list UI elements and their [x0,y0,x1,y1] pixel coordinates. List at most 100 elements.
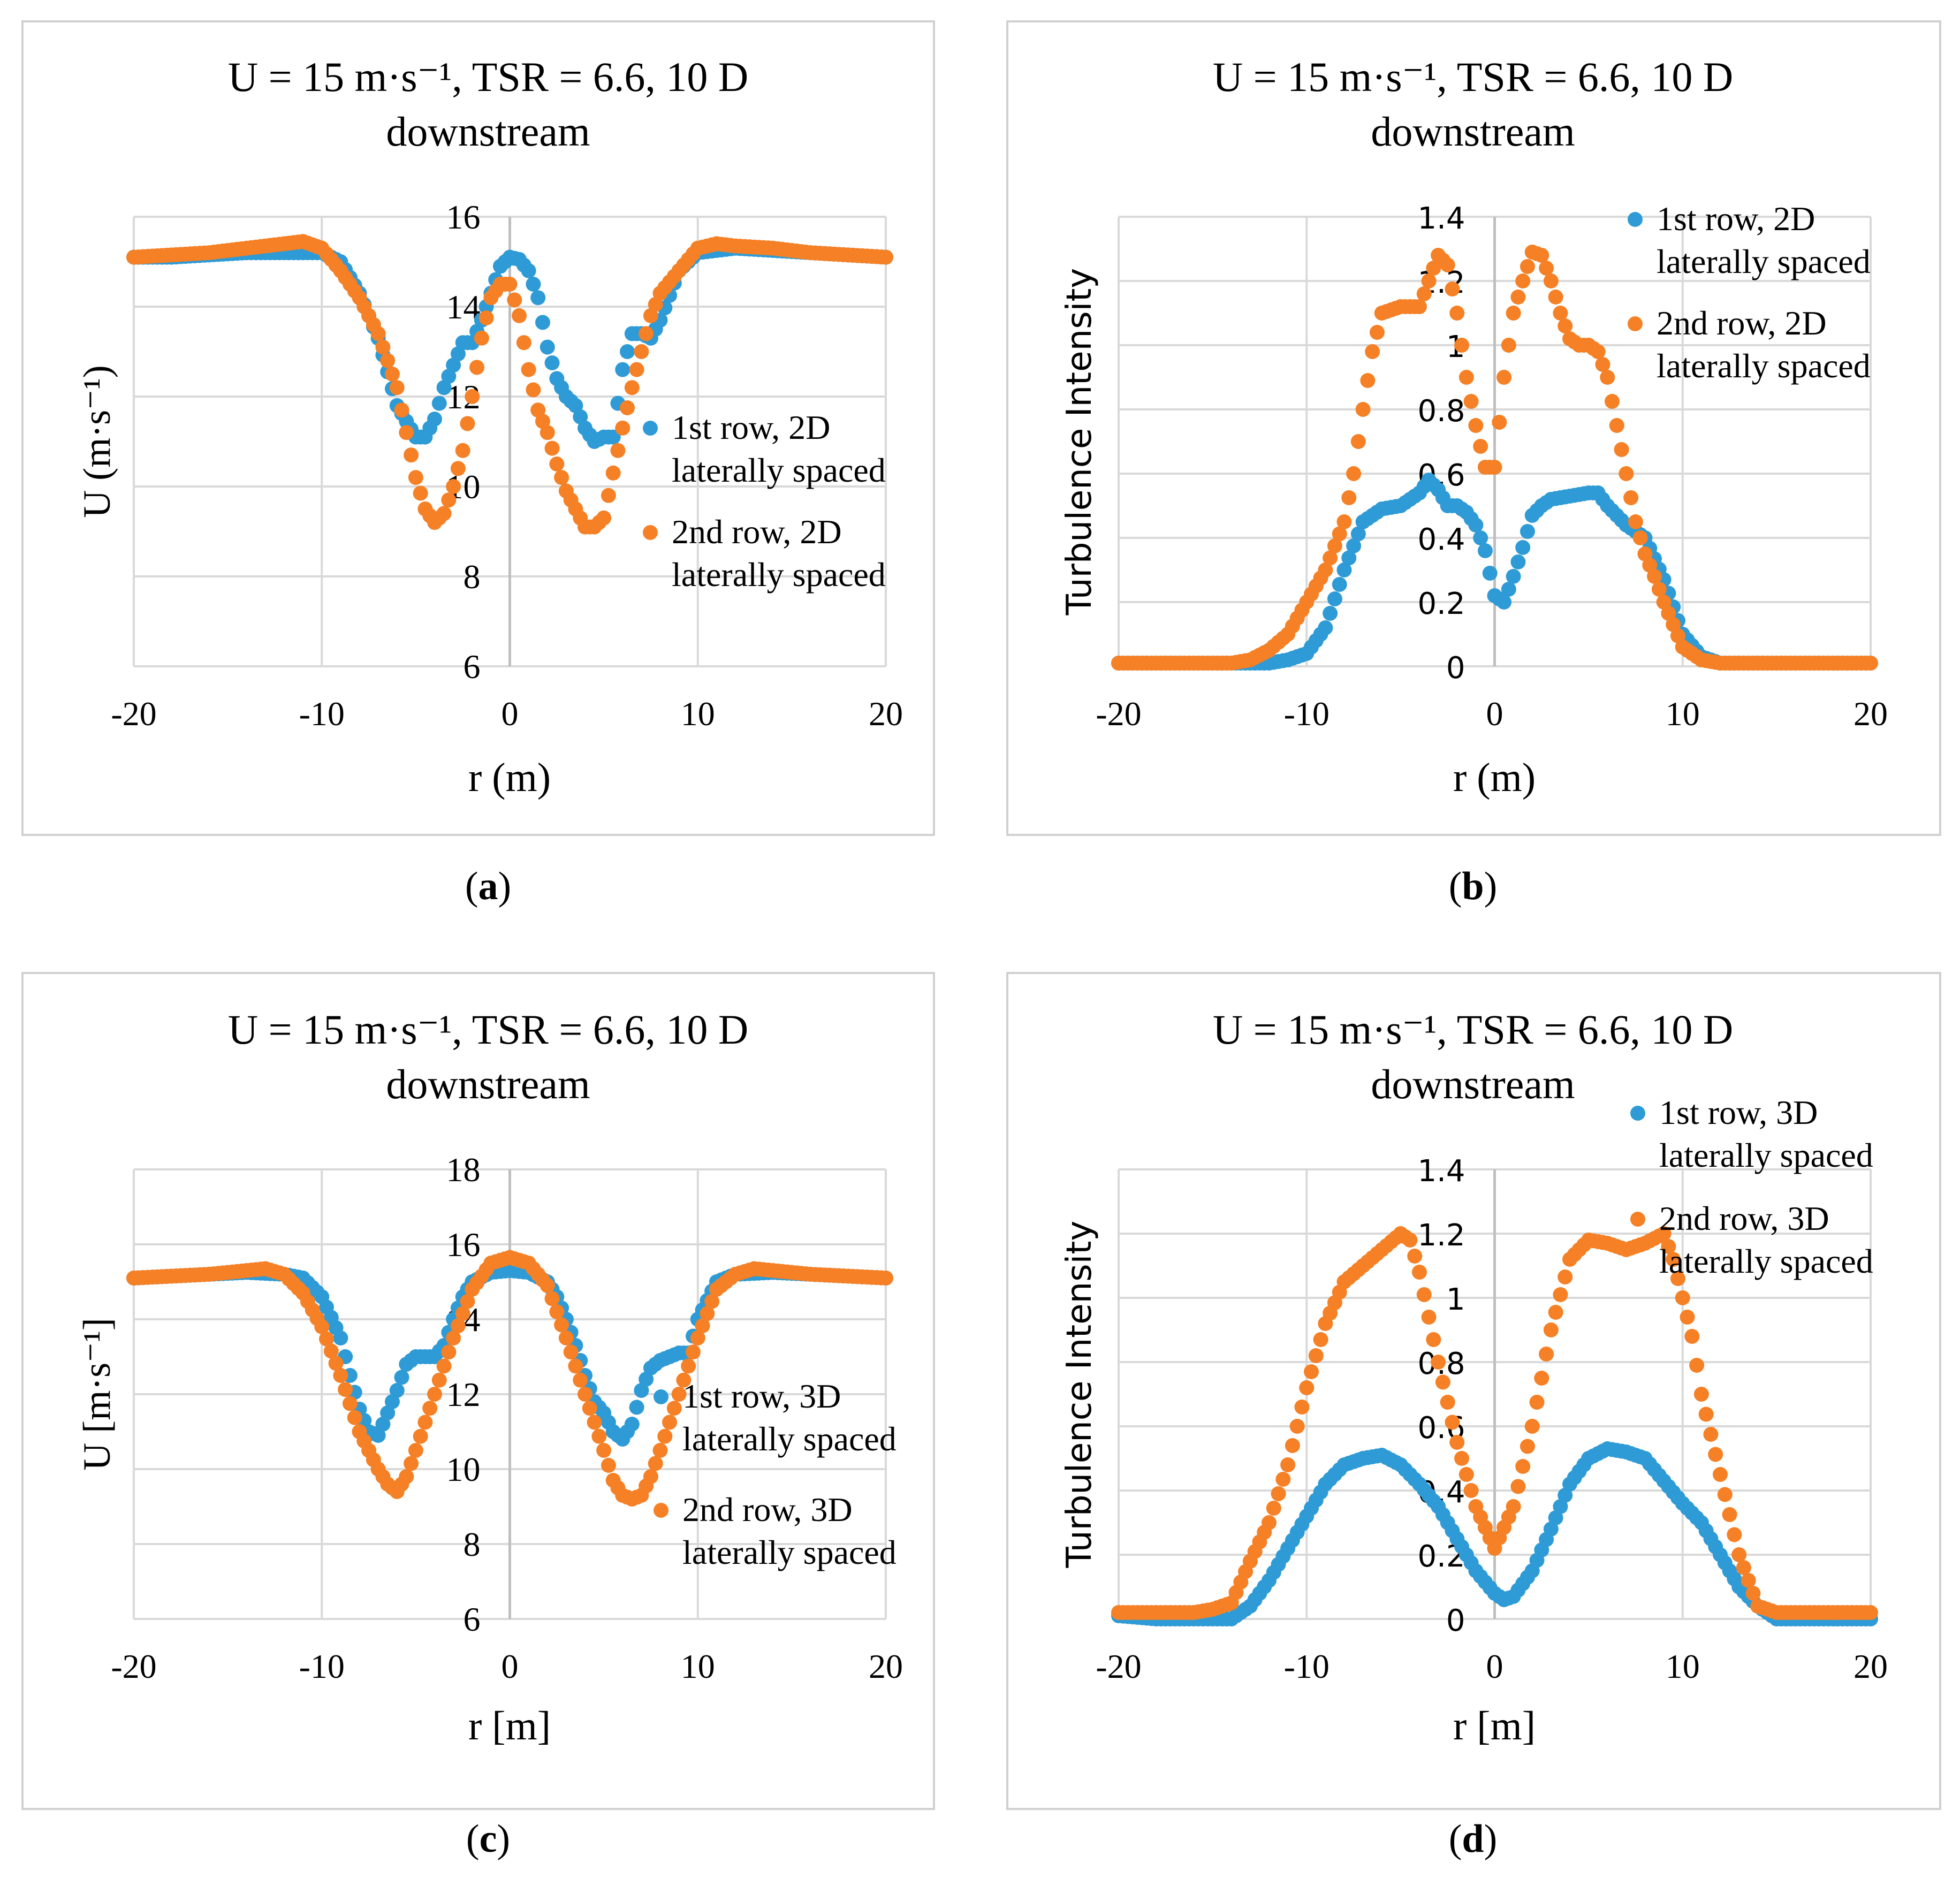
data-point [1524,1419,1540,1434]
data-point [1558,1488,1573,1503]
data-point [450,461,466,476]
data-point [1289,1419,1305,1434]
data-point [878,249,893,265]
data-point [1863,656,1878,671]
x-tick-label: -10 [299,695,345,733]
y-tick-label: 0.2 [1417,587,1465,621]
data-point [1548,1510,1563,1525]
data-point [1332,577,1347,592]
data-point [460,1294,475,1309]
x-tick-label: -10 [299,1647,345,1685]
data-point [1299,1380,1315,1395]
data-point [342,1396,358,1411]
legend-label-1-line2: laterally spaced [672,451,886,489]
data-point [624,1417,640,1432]
data-point [620,344,635,359]
y-tick-label: 6 [464,1600,481,1638]
data-point [427,1387,442,1402]
data-point [1539,261,1554,276]
x-tick-label: 0 [502,1647,519,1685]
data-point [441,492,457,508]
x-tick-label: -10 [1284,695,1330,733]
data-point [478,310,494,325]
data-point [1421,273,1437,288]
data-point [1510,554,1526,569]
data-point [1656,595,1672,610]
data-point [1266,1501,1281,1516]
legend-label-1: 1st row, 3D [1659,1093,1818,1131]
data-point [1468,418,1484,433]
data-point [1713,1467,1728,1482]
y-tick-label: 1.4 [1417,1154,1465,1189]
data-point [573,409,588,424]
data-point [1285,1438,1300,1453]
data-point [1294,1400,1310,1415]
data-point [601,1458,616,1473]
data-point [1332,526,1347,542]
data-point [1529,1395,1545,1410]
data-point [1539,1347,1554,1362]
data-point [1605,394,1620,409]
data-point [512,308,527,323]
data-point [319,1331,335,1347]
data-point [1670,1271,1685,1286]
data-point [455,443,470,458]
data-point [1323,550,1338,566]
legend-label-1: 1st row, 2D [672,408,830,446]
data-point [1407,1249,1423,1264]
data-point [544,440,560,456]
data-point [639,326,654,341]
data-point [535,414,550,429]
data-point [601,488,616,503]
data-point [1614,442,1629,457]
data-point [404,447,419,463]
chart-panel-c: U = 15 m·s⁻¹, TSR = 6.6, 10 D downstream -… [21,972,935,1861]
data-point [1543,1322,1559,1337]
chart-title: U = 15 m·s⁻¹, TSR = 6.6, 10 D [1213,1006,1733,1053]
data-point [389,1383,405,1398]
x-tick-label: 10 [681,695,715,733]
data-point [1416,1287,1432,1302]
data-point [1454,1451,1470,1466]
data-point [1435,1374,1450,1390]
data-point [1727,1527,1742,1542]
data-point [1412,1265,1427,1280]
data-point [1468,518,1484,533]
data-point [380,1405,396,1420]
y-tick-label: 16 [446,1226,481,1264]
data-point [1642,558,1658,573]
legend-label-1: 1st row, 2D [1657,200,1815,238]
series-2 [126,1250,893,1507]
x-tick-label: -20 [111,1647,156,1685]
data-point [878,1271,893,1286]
data-point [1445,1415,1460,1430]
panel-label: (a) [465,864,511,908]
legend-label-1-line2: laterally spaced [1659,1136,1873,1174]
data-point [1736,1560,1751,1575]
y-tick-label: 18 [446,1151,481,1189]
data-point [1717,1487,1733,1502]
x-tick-label: -20 [111,695,156,733]
data-point [578,1387,592,1402]
data-point [1365,344,1380,359]
y-tick-label: 10 [446,1450,481,1488]
data-point [554,1317,569,1333]
data-point [1323,606,1338,621]
data-point [1458,1467,1474,1482]
data-point [1355,402,1371,417]
panel-label-letter: d [1462,1817,1484,1861]
data-point [399,425,414,440]
data-point [1449,1435,1465,1450]
data-point [1402,1233,1418,1248]
data-point [1520,1439,1535,1454]
data-point [431,396,447,411]
data-point [648,296,663,312]
data-point [1463,1483,1479,1498]
data-point [441,369,457,384]
y-axis-label: U [m·s⁻¹] [75,1318,118,1471]
chart-legend: 1st row, 2D laterally spaced 2nd row, 2D la… [1628,200,1871,385]
y-axis-label: Turbulence Intensity [1060,268,1099,616]
data-point [1350,434,1366,449]
data-point [605,429,621,445]
x-tick-label: -10 [1284,1647,1330,1685]
